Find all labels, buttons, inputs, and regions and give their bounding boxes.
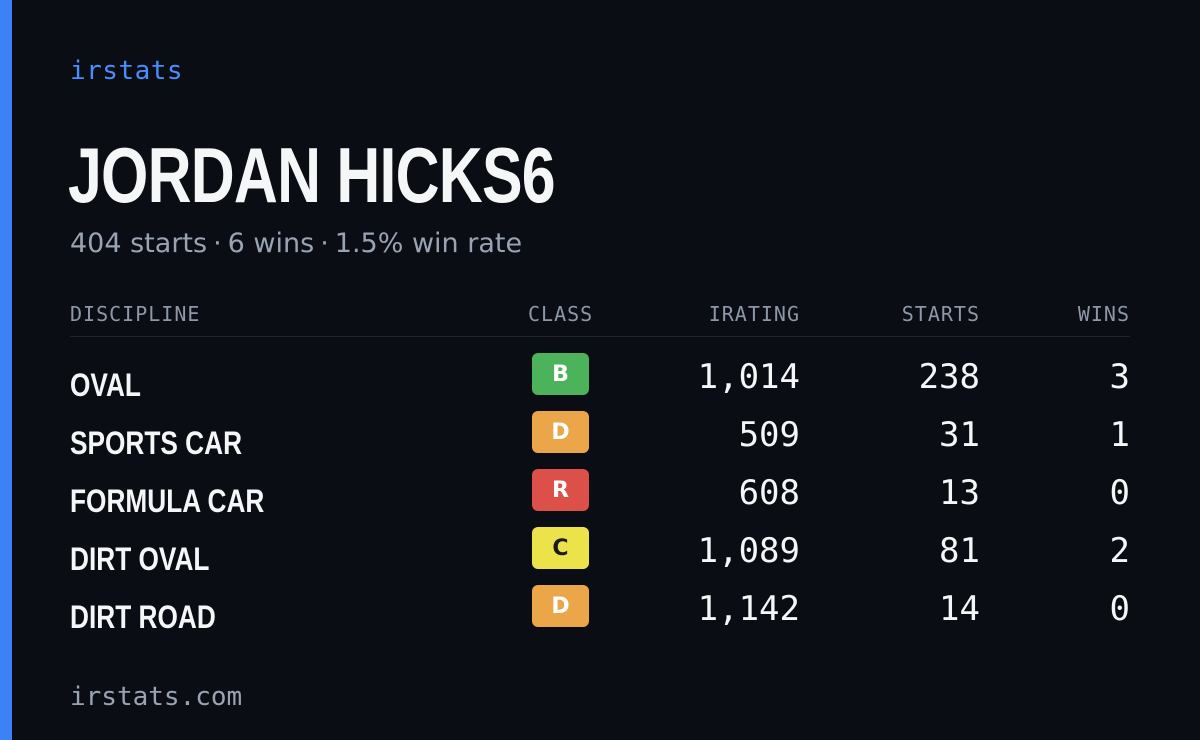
- class-badge: B: [532, 353, 589, 395]
- separator: ·: [213, 228, 222, 259]
- table-row: DIRT ROAD D 1,142 14 0: [70, 585, 1130, 643]
- header-irating: IRATING: [708, 302, 800, 326]
- wins-value: 2: [1109, 531, 1130, 571]
- player-name: JORDAN HICKS6: [68, 131, 556, 219]
- starts-value: 14: [939, 589, 980, 629]
- brand-logo-text: irstats: [70, 56, 184, 86]
- discipline-name: SPORTS CAR: [70, 425, 243, 461]
- table-row: FORMULA CAR R 608 13 0: [70, 469, 1130, 527]
- accent-bar: [0, 0, 12, 740]
- starts-value: 238: [918, 357, 980, 397]
- header-starts: STARTS: [901, 302, 980, 326]
- footer-url: irstats.com: [70, 682, 243, 712]
- wins-value: 3: [1109, 357, 1130, 397]
- discipline-table: DISCIPLINE CLASS IRATING STARTS WINS OVA…: [70, 298, 1130, 643]
- header-discipline: DISCIPLINE: [70, 302, 201, 326]
- table-body: OVAL B 1,014 238 3 SPORTS CAR D 509 31 1…: [70, 353, 1130, 643]
- irating-value: 1,089: [697, 531, 800, 571]
- wins-value: 0: [1109, 589, 1130, 629]
- table-row: OVAL B 1,014 238 3: [70, 353, 1130, 411]
- class-badge: D: [532, 585, 589, 627]
- table-row: DIRT OVAL C 1,089 81 2: [70, 527, 1130, 585]
- irating-value: 1,014: [697, 357, 800, 397]
- separator: ·: [320, 228, 329, 259]
- header-wins: WINS: [1077, 302, 1130, 326]
- starts-summary: 404 starts: [70, 228, 208, 259]
- wins-value: 1: [1109, 415, 1130, 455]
- irating-value: 509: [738, 415, 800, 455]
- table-header: DISCIPLINE CLASS IRATING STARTS WINS: [70, 298, 1130, 337]
- table-row: SPORTS CAR D 509 31 1: [70, 411, 1130, 469]
- win-rate-summary: 1.5% win rate: [334, 228, 523, 259]
- starts-value: 81: [939, 531, 980, 571]
- class-badge: R: [532, 469, 589, 511]
- discipline-name: DIRT ROAD: [70, 599, 216, 635]
- irating-value: 608: [738, 473, 800, 513]
- header-class: CLASS: [528, 302, 594, 326]
- discipline-name: OVAL: [70, 367, 141, 403]
- irating-value: 1,142: [697, 589, 800, 629]
- starts-value: 31: [939, 415, 980, 455]
- player-summary: 404 starts · 6 wins · 1.5% win rate: [70, 228, 522, 259]
- wins-value: 0: [1109, 473, 1130, 513]
- class-badge: C: [532, 527, 589, 569]
- starts-value: 13: [939, 473, 980, 513]
- wins-summary: 6 wins: [227, 228, 315, 259]
- class-badge: D: [532, 411, 589, 453]
- discipline-name: FORMULA CAR: [70, 483, 265, 519]
- discipline-name: DIRT OVAL: [70, 541, 210, 577]
